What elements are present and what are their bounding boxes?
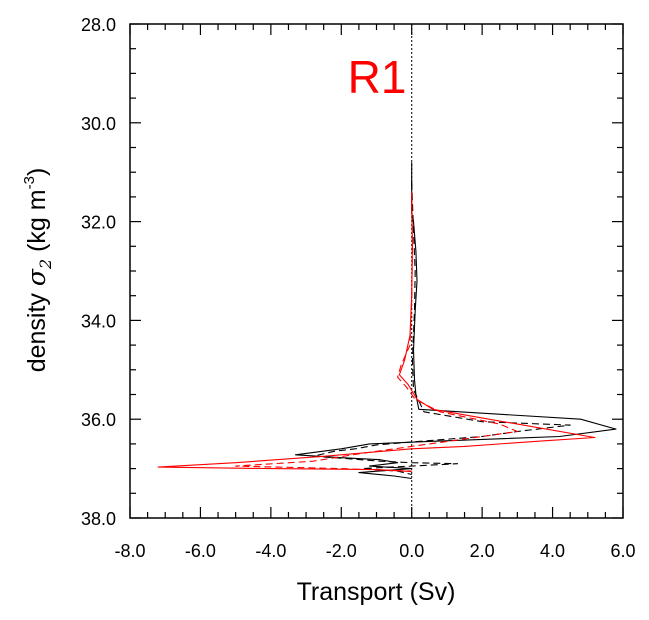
y-axis-title-units-exponent: -3 (21, 176, 38, 189)
x-tick-label: -6.0 (185, 541, 216, 561)
y-axis-title-units: (kg m (23, 189, 51, 258)
y-tick-label: 32.0 (81, 213, 116, 233)
series-line-2 (312, 182, 571, 476)
x-tick-label: 6.0 (610, 541, 635, 561)
series-line-4 (235, 201, 518, 472)
series-line-3 (157, 191, 596, 473)
y-axis-title-units-close: ) (23, 168, 51, 176)
y-tick-label: 38.0 (81, 509, 116, 529)
x-tick-label: -8.0 (114, 541, 145, 561)
plot-frame (129, 23, 624, 519)
series-line-1 (294, 162, 617, 480)
x-tick-label: 2.0 (470, 541, 495, 561)
x-axis-title: Transport (Sv) (297, 578, 456, 606)
series-lines (157, 162, 617, 480)
x-tick-label: 4.0 (540, 541, 565, 561)
x-tick-label: -2.0 (326, 541, 357, 561)
x-tick-label: 0.0 (399, 541, 424, 561)
y-axis-title: density σ2 (kg m-3) (21, 168, 55, 373)
x-tick-labels: -8.0 -6.0 -4.0 -2.0 0.0 2.0 4.0 6.0 (114, 541, 635, 561)
y-tick-labels: 28.0 30.0 32.0 34.0 36.0 38.0 (81, 15, 116, 529)
y-axis-title-prefix: density (23, 286, 51, 372)
tick-marks (129, 23, 624, 519)
y-tick-label: 34.0 (81, 311, 116, 331)
y-tick-label: 36.0 (81, 410, 116, 430)
y-tick-label: 28.0 (81, 15, 116, 35)
x-tick-label: -4.0 (255, 541, 286, 561)
y-axis-title-sigma: σ (22, 268, 51, 286)
panel-label: R1 (348, 51, 407, 103)
y-axis-title-subscript: 2 (36, 259, 55, 270)
y-tick-label: 30.0 (81, 114, 116, 134)
